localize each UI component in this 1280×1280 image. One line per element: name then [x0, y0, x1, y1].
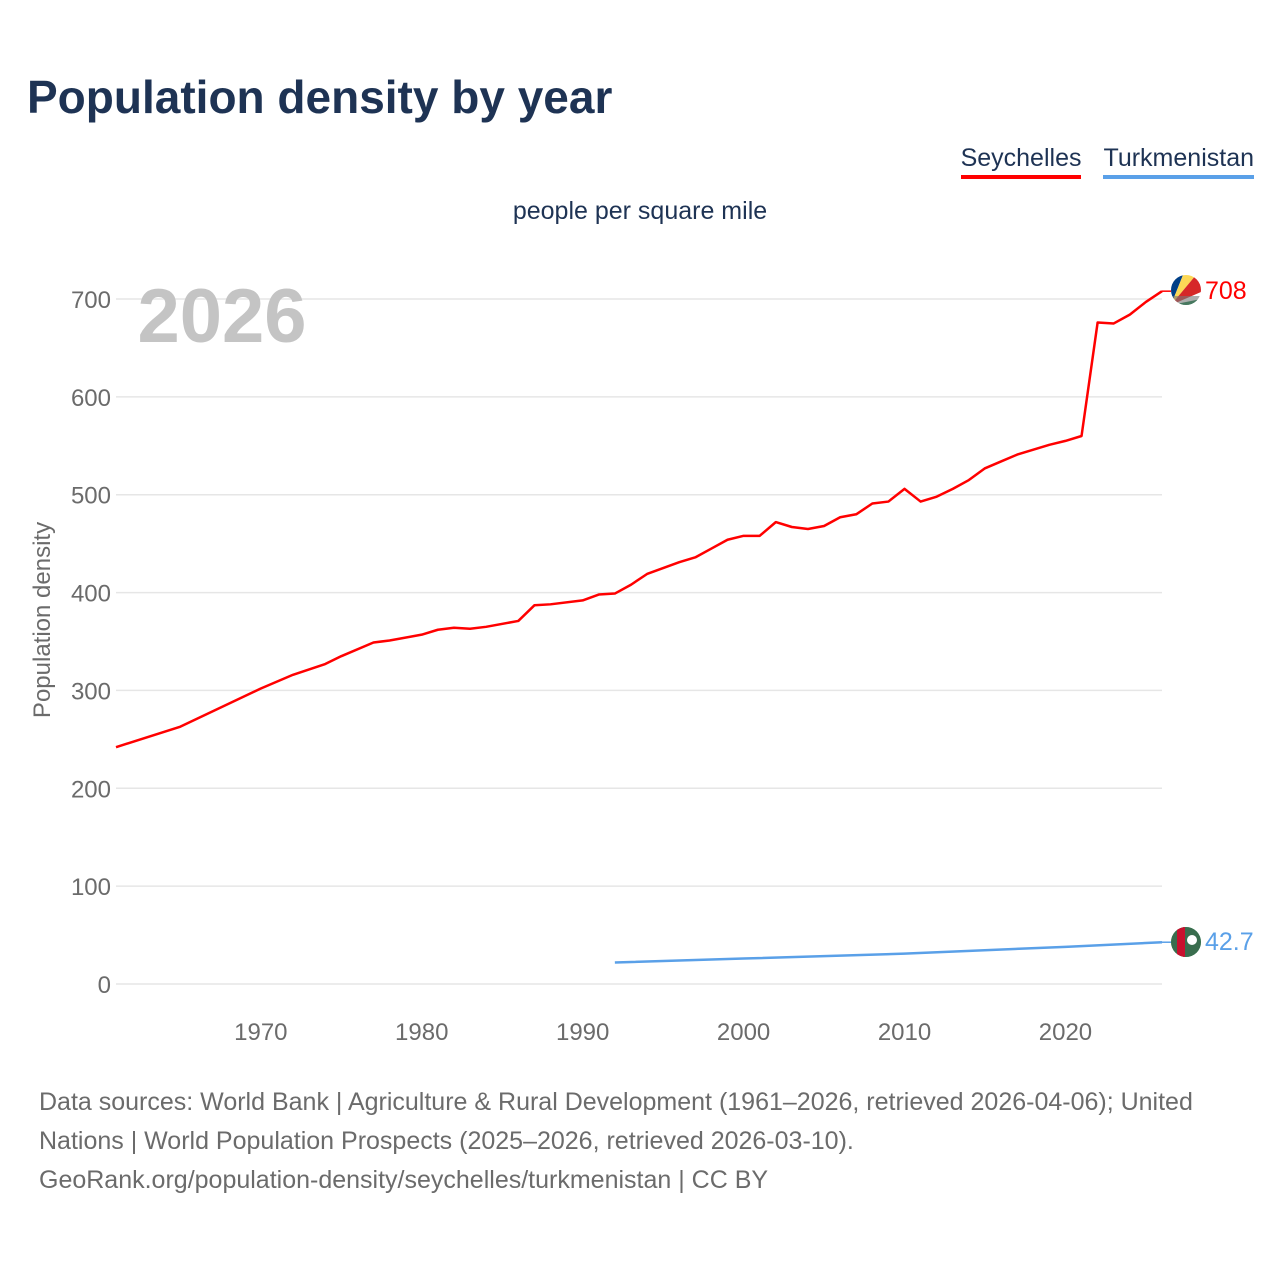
year-watermark: 2026 — [137, 274, 306, 359]
seychelles-end-label: 708 — [1205, 277, 1247, 305]
chart-subtitle: people per square mile — [512, 197, 768, 225]
source-line-1: Data sources: World Bank | Agriculture &… — [39, 1088, 1193, 1155]
y-tick-label: 500 — [71, 483, 111, 510]
chart-title: Population density by year — [27, 71, 613, 123]
source-note: Data sources: World Bank | Agriculture &… — [39, 1083, 1249, 1200]
x-tick-label: 1990 — [556, 1019, 609, 1046]
y-tick-label: 100 — [71, 874, 111, 901]
y-tick-label: 400 — [71, 581, 111, 608]
x-tick-label: 2020 — [1039, 1019, 1092, 1046]
y-axis-label: Population density — [29, 522, 56, 718]
x-tick-label: 1980 — [395, 1019, 448, 1046]
y-tick-label: 200 — [71, 776, 111, 803]
legend-seychelles[interactable]: Seychelles — [960, 144, 1082, 179]
turkmenistan-line[interactable] — [614, 940, 1163, 964]
x-tick-label: 1970 — [234, 1019, 287, 1046]
seychelles-line[interactable] — [115, 290, 1163, 749]
turkmenistan-flag-icon — [1171, 927, 1201, 957]
x-tick-label: 2000 — [717, 1019, 770, 1046]
y-tick-label: 600 — [71, 385, 111, 412]
legend: Seychelles Turkmenistan — [960, 144, 1254, 179]
legend-turkmenistan[interactable]: Turkmenistan — [1103, 144, 1254, 179]
x-tick-label: 2010 — [878, 1019, 931, 1046]
y-tick-label: 300 — [71, 678, 111, 705]
turkmenistan-end-label: 42.7 — [1205, 928, 1254, 956]
seychelles-flag-icon — [1171, 275, 1201, 305]
y-tick-label: 700 — [71, 287, 111, 314]
y-tick-label: 0 — [98, 972, 111, 999]
source-line-2[interactable]: GeoRank.org/population-density/seychelle… — [39, 1166, 769, 1194]
